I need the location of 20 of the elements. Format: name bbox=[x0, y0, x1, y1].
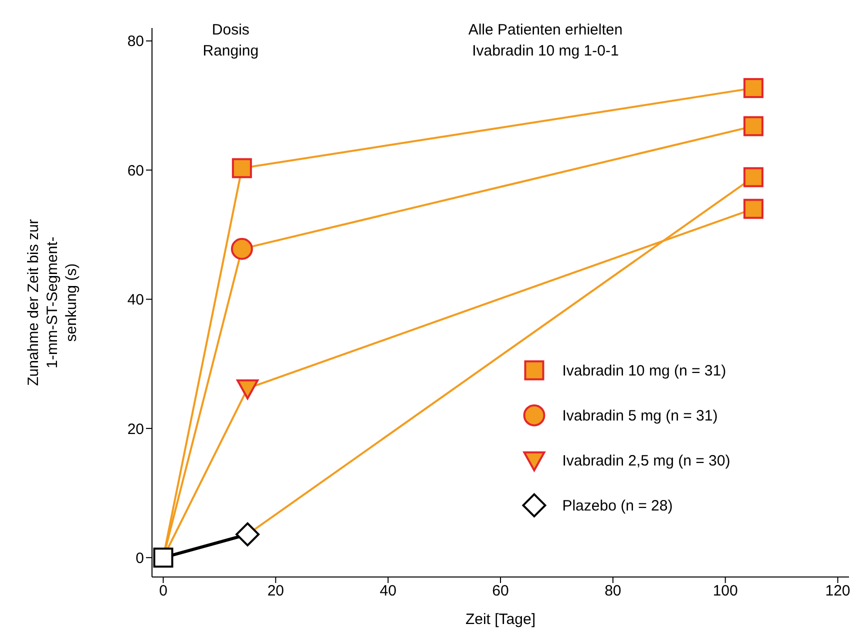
legend-label: Plazebo (n = 28) bbox=[562, 497, 673, 514]
x-tick-label: 60 bbox=[492, 582, 509, 600]
legend-label: Ivabradin 2,5 mg (n = 30) bbox=[562, 452, 730, 470]
y-tick-label: 40 bbox=[127, 292, 144, 309]
x-tick-label: 40 bbox=[380, 582, 396, 600]
x-tick-label: 0 bbox=[159, 582, 168, 600]
annotation: Alle Patienten erhielten Ivabradin 10 mg 1-0-1 bbox=[468, 21, 623, 60]
x-tick-label: 120 bbox=[825, 582, 850, 600]
legend-label: Ivabradin 10 mg (n = 31) bbox=[562, 362, 726, 380]
y-tick-label: 80 bbox=[127, 33, 144, 50]
y-axis-title: Zunahme der Zeit bis zur 1-mm-ST-Segment- senkung (s) bbox=[25, 219, 80, 386]
x-tick-label: 20 bbox=[267, 582, 284, 600]
y-tick-label: 60 bbox=[127, 162, 144, 180]
annotation: Dosis Ranging bbox=[202, 21, 259, 60]
y-tick-label: 20 bbox=[127, 420, 144, 438]
x-axis-title: Zeit [Tage] bbox=[465, 611, 536, 628]
legend-label: Ivabradin 5 mg (n = 31) bbox=[562, 407, 718, 424]
y-tick-label: 0 bbox=[136, 550, 144, 567]
x-tick-label: 100 bbox=[712, 582, 738, 600]
x-tick-label: 80 bbox=[604, 582, 622, 600]
